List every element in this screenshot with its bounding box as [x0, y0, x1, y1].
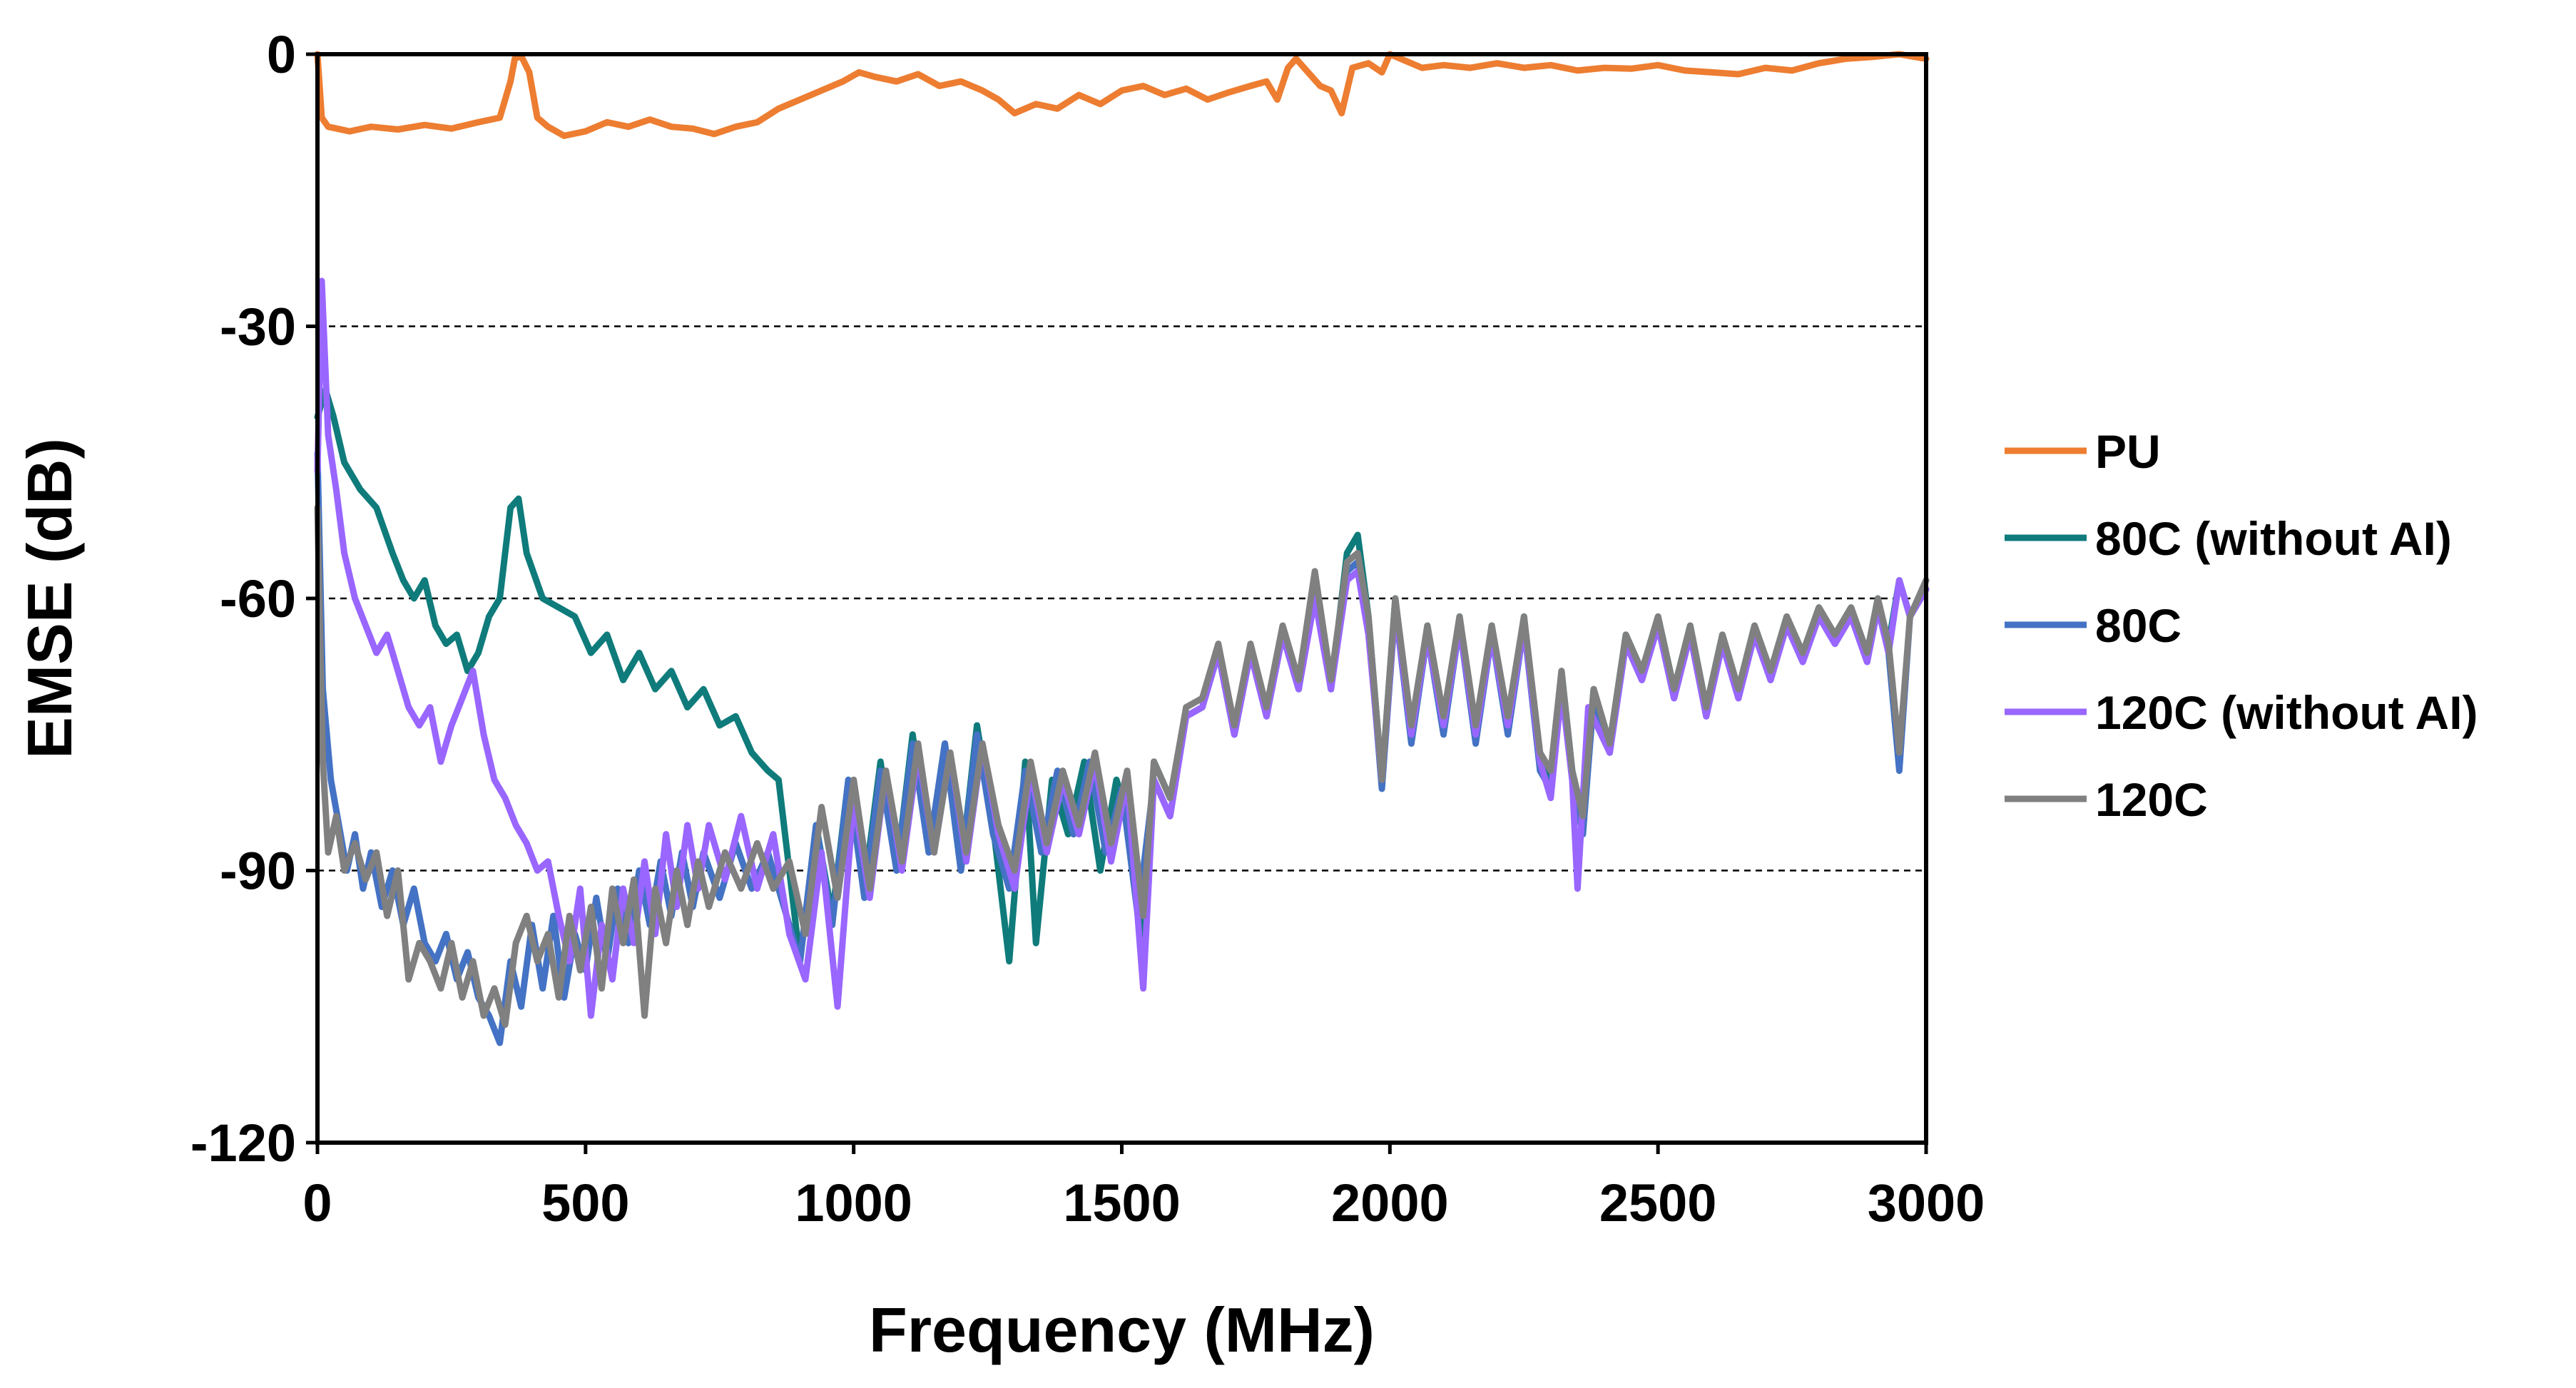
y-tick-label: -30: [220, 297, 296, 357]
series-line-0: [314, 51, 1930, 139]
x-tick-label: 1500: [1063, 1173, 1181, 1233]
axis-ticks: 0 500 1000 1500 2000 2500 3000 0 -30 -60 -90 -120: [190, 25, 1985, 1233]
x-tick-label: 3000: [1868, 1173, 1985, 1233]
legend-label: 120C: [2095, 773, 2208, 826]
y-axis-title: EMSE (dB): [14, 438, 85, 759]
x-tick-label: 1000: [795, 1173, 912, 1233]
legend-label: 120C (without AI): [2095, 686, 2478, 739]
grid-lines: [317, 325, 1926, 872]
x-tick-label: 2500: [1599, 1173, 1717, 1233]
x-tick-label: 2000: [1331, 1173, 1449, 1233]
y-tick-label: 0: [267, 25, 296, 84]
y-tick-label: -120: [190, 1113, 296, 1173]
y-tick-label: -90: [220, 842, 296, 901]
series-line-1: [314, 387, 1930, 965]
legend-label: 80C: [2095, 599, 2182, 652]
series-lines: [314, 51, 1930, 1046]
series-line-2: [314, 450, 1930, 1046]
legend-label: PU: [2095, 425, 2161, 478]
x-tick-label: 0: [302, 1173, 332, 1233]
legend-label: 80C (without AI): [2095, 512, 2452, 565]
x-tick-label: 500: [541, 1173, 629, 1233]
series-line-3: [314, 277, 1930, 1019]
y-tick-label: -60: [220, 569, 296, 628]
x-axis-title: Frequency (MHz): [869, 1295, 1375, 1365]
series-line-4: [314, 504, 1930, 1029]
legend: PU 80C (without AI) 80C 120C (without AI) 12…: [2005, 425, 2478, 826]
